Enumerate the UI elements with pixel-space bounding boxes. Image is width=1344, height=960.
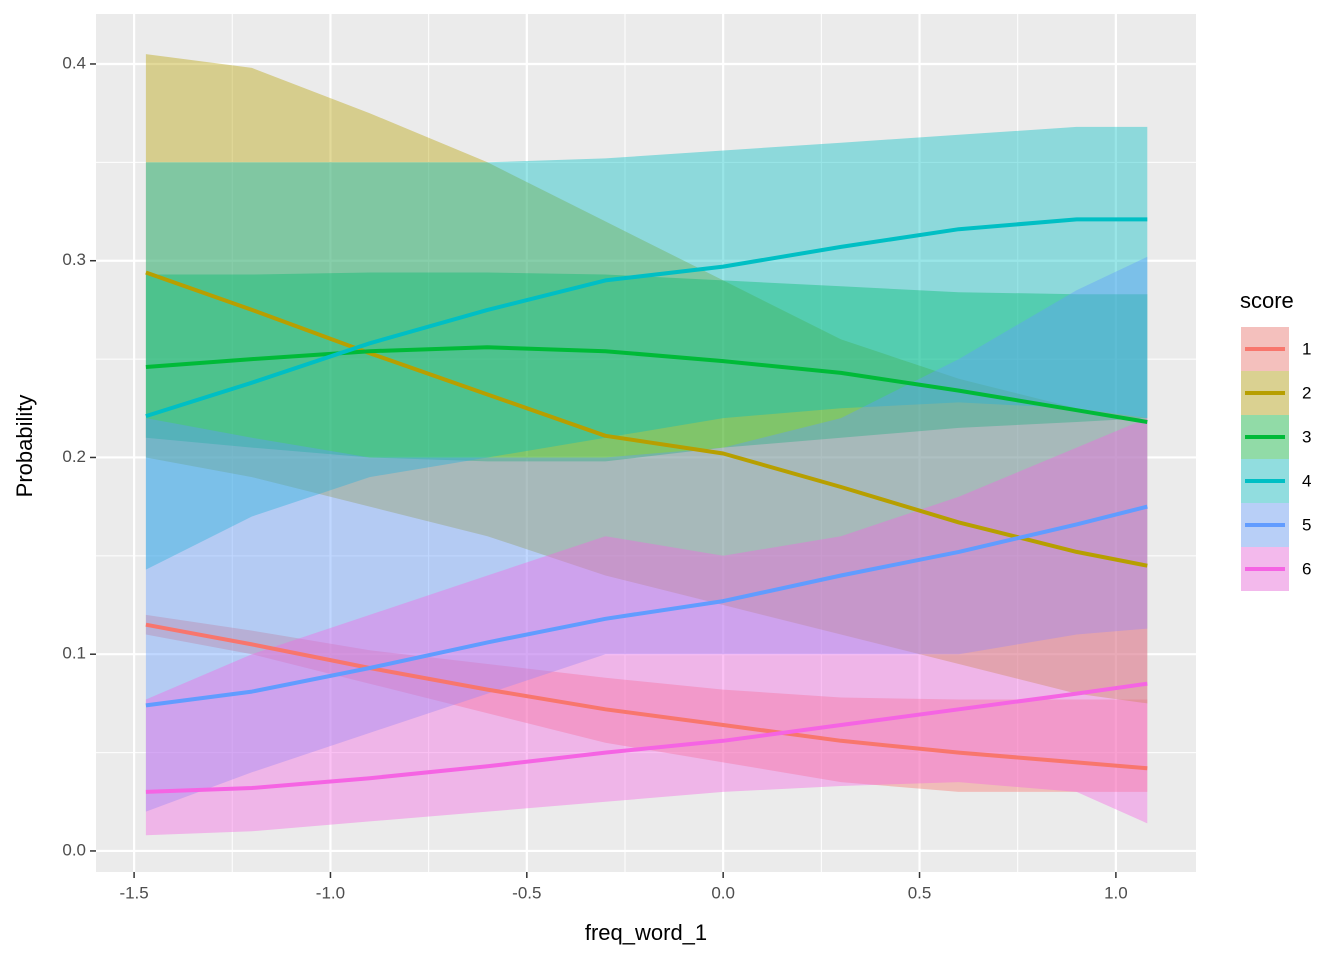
legend-item: 3	[1241, 415, 1311, 459]
y-tick-label: 0.4	[62, 53, 86, 72]
legend-label: 3	[1302, 427, 1311, 446]
ribbon	[145, 418, 1148, 836]
y-tick-label: 0.1	[62, 644, 86, 663]
legend-title: score	[1240, 288, 1294, 313]
legend-item: 5	[1241, 503, 1311, 547]
x-tick-label: -1.0	[316, 883, 345, 902]
legend-item: 2	[1241, 371, 1311, 415]
y-axis-title: Probability	[12, 395, 37, 498]
legend-item: 6	[1241, 547, 1311, 591]
x-tick-label: 0.5	[908, 883, 932, 902]
ribbon	[145, 272, 1148, 462]
legend-item: 1	[1241, 327, 1311, 371]
legend-label: 1	[1302, 339, 1311, 358]
x-tick-label: -0.5	[512, 883, 541, 902]
legend-label: 5	[1302, 515, 1311, 534]
y-tick-label: 0.3	[62, 250, 86, 269]
y-tick-label: 0.0	[62, 840, 86, 859]
line	[145, 345, 1148, 424]
legend-label: 6	[1302, 559, 1311, 578]
line	[145, 681, 1148, 794]
x-tick-label: 0.0	[711, 883, 735, 902]
line	[145, 217, 1148, 419]
legend-item: 4	[1241, 459, 1311, 503]
x-tick-label: -1.5	[119, 883, 148, 902]
x-axis-title: freq_word_1	[585, 920, 707, 945]
y-tick-label: 0.2	[62, 447, 86, 466]
legend-label: 2	[1302, 383, 1311, 402]
line	[145, 622, 1148, 771]
x-tick-label: 1.0	[1104, 883, 1128, 902]
line	[145, 504, 1148, 708]
ribbon	[145, 54, 1148, 704]
legend-label: 4	[1302, 471, 1311, 490]
